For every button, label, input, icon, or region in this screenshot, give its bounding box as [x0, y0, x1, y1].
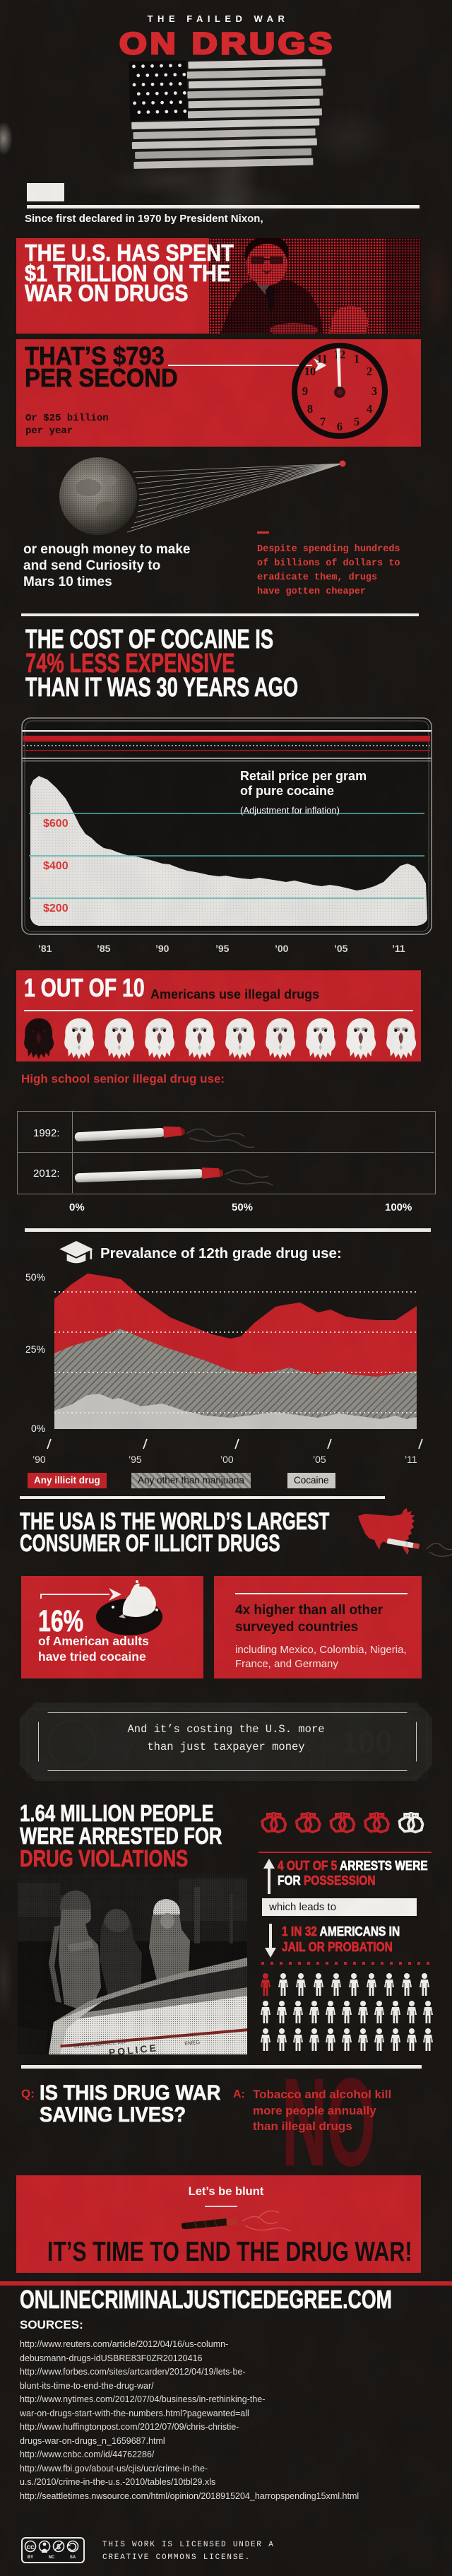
svg-text:NC: NC	[49, 2556, 55, 2560]
svg-text:11: 11	[316, 352, 328, 365]
svg-text:$600: $600	[43, 818, 69, 830]
svg-text:7: 7	[320, 415, 326, 428]
svg-text:$200: $200	[43, 902, 69, 914]
svg-text:4: 4	[367, 402, 372, 416]
svg-text:BY: BY	[28, 2556, 33, 2560]
svg-text:10: 10	[304, 365, 316, 378]
svg-text:2: 2	[367, 365, 372, 378]
svg-text:9: 9	[302, 384, 308, 398]
svg-text:3: 3	[371, 384, 377, 398]
svg-text:$400: $400	[43, 860, 69, 872]
svg-text:1: 1	[354, 352, 359, 365]
svg-text:8: 8	[307, 402, 313, 416]
svg-text:5: 5	[354, 415, 359, 428]
svg-text:SA: SA	[70, 2556, 76, 2560]
svg-text:6: 6	[337, 420, 343, 433]
svg-text:cc: cc	[26, 2543, 35, 2551]
